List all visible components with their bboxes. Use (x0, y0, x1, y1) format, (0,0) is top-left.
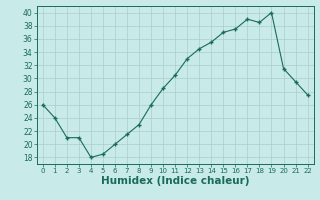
X-axis label: Humidex (Indice chaleur): Humidex (Indice chaleur) (101, 176, 250, 186)
